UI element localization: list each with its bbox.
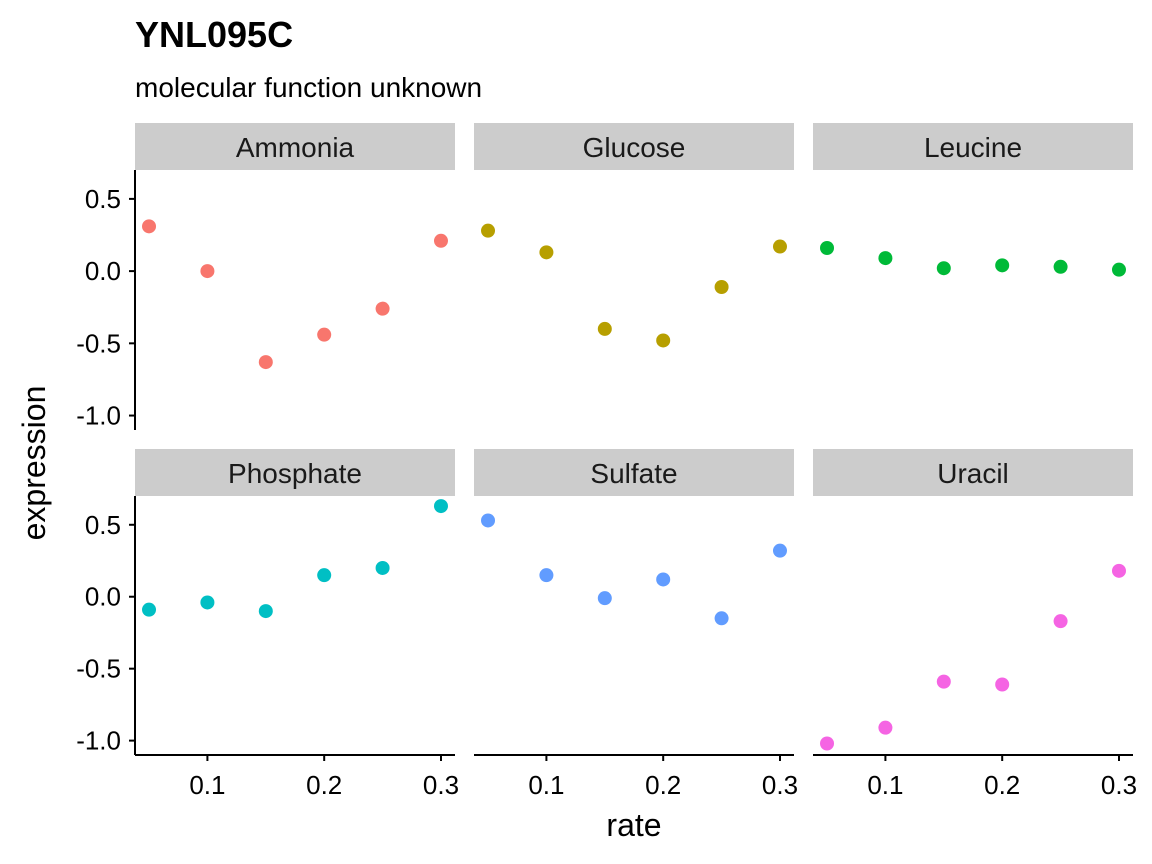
y-tick-label: 0.5 [85, 510, 121, 540]
data-point-uracil [936, 674, 951, 689]
data-point-sulfate [772, 543, 787, 558]
data-point-ammonia [375, 301, 390, 316]
data-point-sulfate [656, 572, 671, 587]
data-point-sulfate [597, 591, 612, 606]
facet-label-uracil: Uracil [937, 458, 1009, 489]
data-point-ammonia [200, 264, 215, 279]
data-point-leucine [936, 261, 951, 276]
data-point-phosphate [200, 595, 215, 610]
facet-label-ammonia: Ammonia [236, 132, 355, 163]
data-point-ammonia [258, 355, 273, 370]
data-point-phosphate [317, 568, 332, 583]
data-point-leucine [878, 251, 893, 266]
data-point-leucine [820, 241, 835, 255]
facet-label-leucine: Leucine [924, 132, 1022, 163]
x-tick-label: 0.3 [423, 770, 459, 800]
data-point-phosphate [258, 604, 273, 619]
facet-label-sulfate: Sulfate [590, 458, 677, 489]
data-point-uracil [1053, 614, 1068, 629]
data-point-sulfate [539, 568, 554, 583]
facet-strip-glucose [474, 123, 794, 170]
y-tick-label: -1.0 [76, 401, 121, 431]
facet-strip-ammonia [135, 123, 455, 170]
x-tick-label: 0.3 [1101, 770, 1137, 800]
y-tick-label: 0.5 [85, 184, 121, 214]
data-point-phosphate [142, 602, 157, 617]
x-axis-title: rate [606, 807, 661, 843]
data-point-ammonia [142, 219, 157, 234]
data-point-ammonia [317, 327, 332, 342]
data-point-phosphate [433, 499, 448, 514]
facet-label-phosphate: Phosphate [228, 458, 362, 489]
chart-subtitle: molecular function unknown [135, 72, 482, 103]
facet-label-glucose: Glucose [583, 132, 686, 163]
data-point-phosphate [375, 560, 390, 575]
data-point-leucine [995, 258, 1010, 273]
y-tick-label: -1.0 [76, 726, 121, 756]
facet-strip-sulfate [474, 449, 794, 496]
data-point-glucose [539, 245, 554, 260]
facet-panels: Ammonia 0.5 0.0 -0.5 -1.0 Glucose Leucine Phosp… [76, 123, 1137, 800]
facet-strip-phosphate [135, 449, 455, 496]
data-point-ammonia [433, 233, 448, 248]
x-tick-label: 0.1 [528, 770, 564, 800]
data-point-glucose [597, 321, 612, 336]
chart-title: YNL095C [135, 14, 293, 55]
data-point-glucose [714, 280, 729, 294]
y-tick-label: 0.0 [85, 582, 121, 612]
x-tick-label: 0.2 [306, 770, 342, 800]
data-point-glucose [656, 333, 671, 348]
y-tick-label: 0.0 [85, 256, 121, 286]
y-axis-title: expression [16, 386, 52, 541]
data-point-uracil [995, 677, 1010, 692]
y-tick-label: -0.5 [76, 328, 121, 358]
data-point-glucose [481, 223, 496, 238]
x-tick-label: 0.2 [645, 770, 681, 800]
facet-strip-leucine [813, 123, 1133, 170]
x-tick-label: 0.1 [867, 770, 903, 800]
x-tick-label: 0.3 [762, 770, 798, 800]
x-tick-label: 0.2 [984, 770, 1020, 800]
data-point-leucine [1053, 259, 1068, 274]
facet-strip-uracil [813, 449, 1133, 496]
data-point-uracil [820, 736, 835, 751]
data-point-uracil [878, 720, 893, 735]
x-tick-label: 0.1 [189, 770, 225, 800]
data-point-sulfate [714, 611, 729, 626]
data-point-glucose [772, 239, 787, 254]
data-point-sulfate [481, 513, 496, 528]
data-point-leucine [1111, 262, 1126, 277]
data-point-uracil [1111, 563, 1126, 578]
y-tick-label: -0.5 [76, 654, 121, 684]
